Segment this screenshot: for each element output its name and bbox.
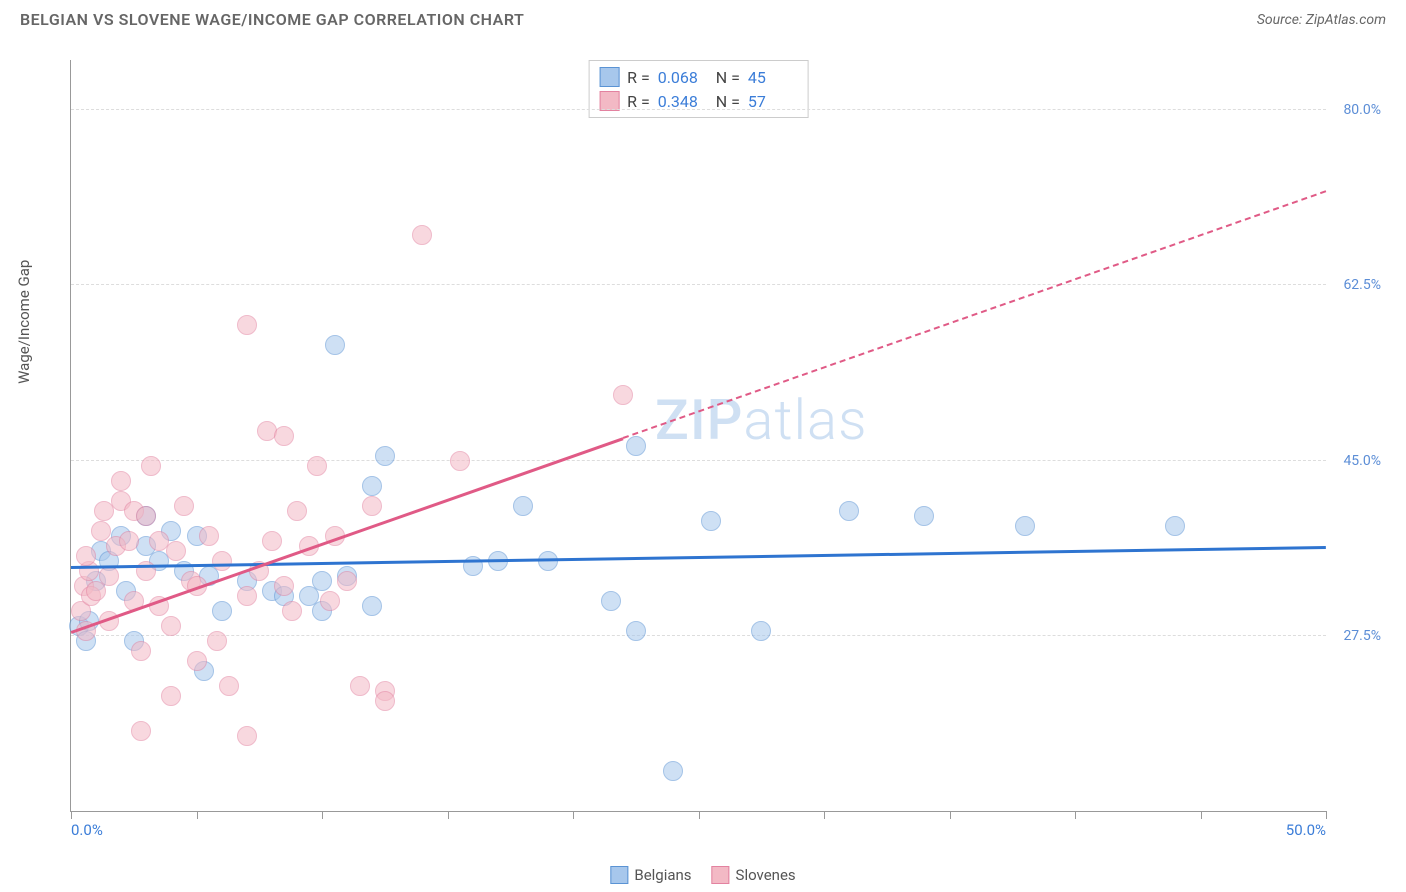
stat-n-value: 57	[748, 92, 798, 111]
scatter-dot	[111, 471, 131, 491]
plot-area: ZIPatlas R =0.068N =45R =0.348N =57 27.5…	[70, 60, 1326, 812]
x-label-min: 0.0%	[71, 821, 103, 839]
scatter-dot	[1165, 516, 1185, 536]
scatter-dot	[839, 501, 859, 521]
x-tick	[824, 811, 825, 819]
scatter-dot	[914, 506, 934, 526]
scatter-dot	[663, 761, 683, 781]
scatter-dot	[237, 315, 257, 335]
scatter-dot	[362, 476, 382, 496]
x-label-max: 50.0%	[1286, 821, 1326, 839]
scatter-dot	[1015, 516, 1035, 536]
scatter-dot	[99, 566, 119, 586]
scatter-dot	[207, 631, 227, 651]
scatter-dot	[282, 601, 302, 621]
x-tick	[197, 811, 198, 819]
y-tick-label: 80.0%	[1343, 102, 1381, 118]
gridline	[71, 635, 1326, 636]
y-tick-label: 45.0%	[1343, 453, 1381, 469]
gridline	[71, 284, 1326, 285]
scatter-dot	[161, 616, 181, 636]
scatter-dot	[237, 586, 257, 606]
stat-r-label: R =	[627, 92, 650, 111]
x-tick	[448, 811, 449, 819]
legend-swatch	[599, 91, 619, 111]
scatter-dot	[136, 506, 156, 526]
y-tick-label: 62.5%	[1343, 277, 1381, 293]
scatter-dot	[212, 601, 232, 621]
legend-swatch	[599, 67, 619, 87]
scatter-dot	[601, 591, 621, 611]
watermark-atlas: atlas	[743, 387, 867, 453]
x-tick	[322, 811, 323, 819]
x-tick	[950, 811, 951, 819]
legend-label: Belgians	[634, 866, 691, 884]
legend-label: Slovenes	[736, 866, 796, 884]
scatter-dot	[161, 686, 181, 706]
x-tick	[71, 811, 72, 819]
scatter-dot	[362, 596, 382, 616]
scatter-dot	[307, 456, 327, 476]
stat-legend-row: R = 0.068 N = 45	[599, 65, 798, 89]
trend-line-dashed	[623, 190, 1326, 439]
scatter-dot	[287, 501, 307, 521]
x-tick	[1326, 811, 1327, 819]
scatter-dot	[131, 641, 151, 661]
scatter-dot	[312, 571, 332, 591]
chart-title: BELGIAN VS SLOVENE WAGE/INCOME GAP CORRE…	[20, 10, 524, 29]
stat-n-label: N =	[716, 92, 740, 111]
scatter-dot	[141, 456, 161, 476]
stat-r-value: 0.068	[658, 68, 708, 87]
scatter-dot	[94, 501, 114, 521]
scatter-dot	[450, 451, 470, 471]
legend-swatch	[712, 866, 730, 884]
x-tick	[573, 811, 574, 819]
bottom-legend-item: Belgians	[610, 866, 691, 884]
scatter-dot	[626, 621, 646, 641]
scatter-dot	[337, 571, 357, 591]
scatter-dot	[274, 576, 294, 596]
chart-container: Wage/Income Gap ZIPatlas R =0.068N =45R …	[20, 40, 1386, 852]
y-axis-label: Wage/Income Gap	[15, 260, 33, 384]
scatter-dot	[613, 385, 633, 405]
y-tick-label: 27.5%	[1343, 628, 1381, 644]
scatter-dot	[751, 621, 771, 641]
scatter-dot	[320, 591, 340, 611]
gridline	[71, 109, 1326, 110]
stat-n-label: N =	[716, 68, 740, 87]
scatter-dot	[350, 676, 370, 696]
x-tick	[1075, 811, 1076, 819]
scatter-dot	[626, 436, 646, 456]
scatter-dot	[199, 526, 219, 546]
scatter-dot	[174, 496, 194, 516]
scatter-dot	[701, 511, 721, 531]
scatter-dot	[274, 426, 294, 446]
scatter-dot	[513, 496, 533, 516]
scatter-dot	[412, 225, 432, 245]
stat-n-value: 45	[748, 68, 798, 87]
scatter-dot	[237, 726, 257, 746]
scatter-dot	[262, 531, 282, 551]
gridline	[71, 460, 1326, 461]
scatter-dot	[119, 531, 139, 551]
x-tick	[1201, 811, 1202, 819]
stat-r-label: R =	[627, 68, 650, 87]
scatter-dot	[362, 496, 382, 516]
stat-r-value: 0.348	[658, 92, 708, 111]
scatter-dot	[219, 676, 239, 696]
bottom-legend: Belgians Slovenes	[610, 866, 795, 884]
scatter-dot	[131, 721, 151, 741]
scatter-dot	[76, 546, 96, 566]
scatter-dot	[375, 446, 395, 466]
x-tick	[699, 811, 700, 819]
bottom-legend-item: Slovenes	[712, 866, 796, 884]
scatter-dot	[187, 651, 207, 671]
scatter-dot	[325, 335, 345, 355]
scatter-dot	[375, 691, 395, 711]
legend-swatch	[610, 866, 628, 884]
scatter-dot	[166, 541, 186, 561]
source-label: Source: ZipAtlas.com	[1257, 12, 1386, 28]
watermark: ZIPatlas	[655, 387, 867, 453]
scatter-dot	[212, 551, 232, 571]
